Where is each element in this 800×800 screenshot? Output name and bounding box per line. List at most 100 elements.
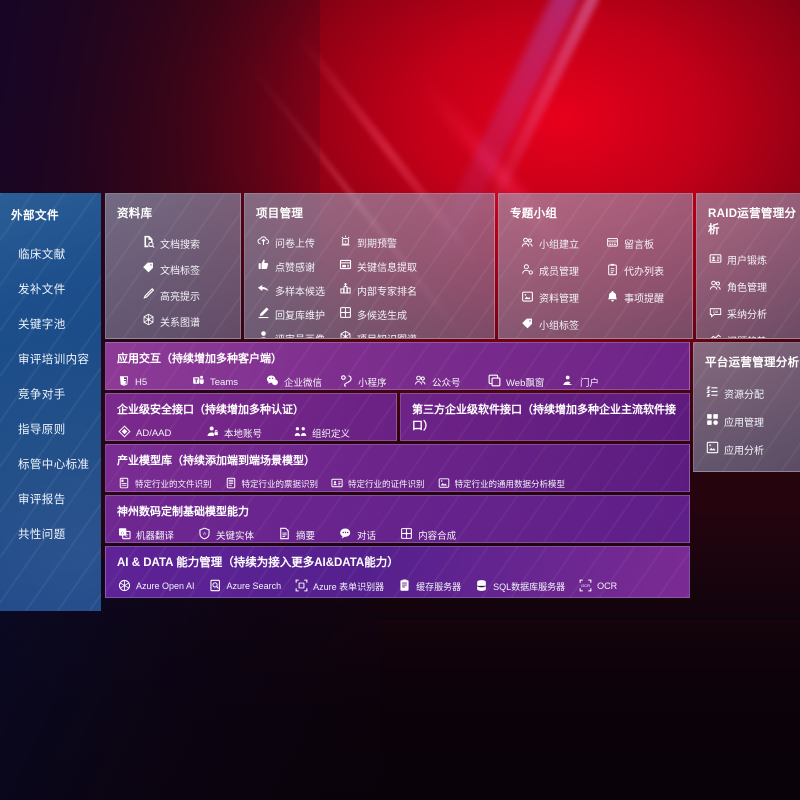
- band-security-interface: 企业级安全接口（持续增加多种认证） AD/AAD 本地账号: [105, 393, 397, 441]
- item-app-analysis[interactable]: 应用分析: [706, 435, 800, 463]
- item-miniprogram[interactable]: 小程序: [340, 372, 414, 389]
- item-wechat-work[interactable]: 企业微信: [266, 372, 340, 389]
- item-tts[interactable]: TTS: [186, 596, 221, 597]
- item-label: 留言板: [624, 240, 654, 251]
- item-role-management[interactable]: 角色管理: [709, 273, 800, 300]
- item-label: 公众号: [432, 378, 461, 389]
- sidebar-item-keyword-pool[interactable]: 关键字池: [18, 319, 66, 331]
- item-todo-list[interactable]: 代办列表: [606, 257, 691, 284]
- item-key-entity[interactable]: A 关键实体: [198, 525, 254, 542]
- thumbs-up-icon: [257, 258, 270, 274]
- item-data-analysis-model[interactable]: 特定行业的通用数据分析模型: [438, 474, 565, 491]
- item-resource-allocation[interactable]: 资源分配: [706, 379, 800, 407]
- item-api-designer[interactable]: API自动化设计器: [413, 439, 503, 440]
- item-h5[interactable]: H5: [118, 372, 192, 389]
- card-title: RAID运营管理分析: [708, 208, 797, 236]
- item-relation-graph[interactable]: 关系图谱: [120, 308, 240, 334]
- card-title: 资料库: [117, 208, 153, 220]
- item-label: 项目知识图谱: [357, 331, 417, 339]
- item-receipt-recognition[interactable]: 特定行业的票据识别: [225, 474, 318, 491]
- item-label: 高亮提示: [160, 291, 200, 303]
- graph-network-icon: [339, 330, 352, 338]
- sidebar-item-clinical-literature[interactable]: 临床文献: [18, 249, 66, 261]
- item-org-define[interactable]: 组织定义: [294, 423, 382, 440]
- sidebar-item-review-training[interactable]: 审评培训内容: [18, 354, 90, 366]
- item-local-account[interactable]: 本地账号: [206, 423, 294, 440]
- item-teams[interactable]: Teams: [192, 372, 266, 389]
- item-group-tag[interactable]: 小组标签: [521, 311, 606, 338]
- item-ad-aad[interactable]: AD/AAD: [118, 423, 206, 440]
- item-sql-database-server[interactable]: SQL数据库服务器: [475, 576, 565, 596]
- item-material-management[interactable]: 资料管理: [521, 284, 606, 311]
- item-azure-search[interactable]: Azure Search: [209, 576, 281, 596]
- item-expiry-alert[interactable]: 到期预警: [339, 230, 421, 254]
- item-adoption-analysis[interactable]: QA 采纳分析: [709, 300, 800, 327]
- item-project-knowledge-graph[interactable]: 项目知识图谱: [339, 326, 421, 339]
- card-items: 文档搜索 文档标签 高亮提示 关系图谱: [106, 230, 240, 338]
- item-multi-sample-candidate[interactable]: 多样本候选: [257, 278, 339, 302]
- item-file-recognition[interactable]: 特定行业的文件识别: [118, 474, 212, 491]
- item-user-training[interactable]: 用户锻炼: [709, 246, 800, 273]
- item-label: 小程序: [358, 378, 387, 389]
- capability-bands: 应用交互（持续增加多种客户端） H5 Teams 企业微信: [105, 342, 690, 611]
- item-web-float-window[interactable]: Web飘窗: [488, 372, 562, 389]
- org-define-icon: [294, 425, 307, 440]
- item-azure-open-ai[interactable]: Azure Open AI: [118, 576, 195, 596]
- item-questionnaire-upload[interactable]: 问卷上传: [257, 230, 339, 254]
- dashboard: 外部文件 临床文献 发补文件 关键字池 审评培训内容 竞争对手 指导原则 标管中…: [0, 193, 800, 611]
- sidebar-item-common-issues[interactable]: 共性问题: [18, 529, 66, 541]
- item-highlight-hint[interactable]: 高亮提示: [120, 282, 240, 308]
- card-title: 项目管理: [256, 208, 304, 220]
- sidebar-item-supplementary-docs[interactable]: 发补文件: [18, 284, 66, 296]
- item-portal[interactable]: 门户: [562, 372, 636, 389]
- people-group-icon: [521, 236, 534, 252]
- sidebar-item-review-report[interactable]: 审评报告: [18, 494, 66, 506]
- receipt-recognition-icon: [225, 477, 237, 491]
- item-key-info-extract[interactable]: 关键信息提取: [339, 254, 421, 278]
- item-document-tag[interactable]: 文档标签: [120, 256, 240, 282]
- item-id-recognition[interactable]: 特定行业的证件识别: [331, 474, 425, 491]
- sidebar-item-competitors[interactable]: 竞争对手: [18, 389, 66, 401]
- item-content-synthesis[interactable]: 内容合成: [400, 525, 456, 542]
- card-raid-analysis: RAID运营管理分析 用户锻炼 角色管理 QA 采纳分析: [696, 193, 800, 339]
- reply-arrow-icon: [257, 282, 270, 298]
- item-app-management[interactable]: 应用管理: [706, 407, 800, 435]
- item-chat[interactable]: 对话: [339, 525, 376, 542]
- band-title: 应用交互（持续增加多种客户端）: [117, 353, 282, 365]
- item-event-reminder[interactable]: 事项提醒: [606, 284, 691, 311]
- people-group-icon: [709, 279, 722, 295]
- grid-expand-icon: [339, 306, 352, 322]
- item-speech-understanding[interactable]: 语音理解: [118, 596, 172, 597]
- item-issue-trend[interactable]: 问题趋势: [709, 327, 800, 338]
- extract-window-icon: [339, 258, 352, 274]
- card-title: 平台运营管理分析: [705, 357, 800, 369]
- qa-chat-icon: QA: [709, 306, 722, 322]
- item-document-search[interactable]: 文档搜索: [120, 230, 240, 256]
- item-ocr[interactable]: OCR OCR: [579, 576, 617, 596]
- card-project-management: 项目管理 问卷上传 到期预警 点赞感谢: [244, 193, 495, 339]
- portal-person-icon: [562, 374, 575, 389]
- cloud-upload-icon: [257, 234, 270, 250]
- item-label: AD/AAD: [136, 427, 172, 439]
- alarm-light-icon: [339, 234, 352, 250]
- item-form-recognizer[interactable]: Azure 表单识别器: [295, 576, 384, 596]
- sidebar-item-guidelines[interactable]: 指导原则: [18, 424, 66, 436]
- item-multi-candidate-generate[interactable]: 多候选生成: [339, 302, 421, 326]
- item-document-category[interactable]: 文档分类: [120, 334, 240, 338]
- item-cache-server[interactable]: 缓存服务器: [398, 576, 461, 596]
- item-internal-expert-ranking[interactable]: 内部专家排名: [339, 278, 421, 302]
- item-message-board[interactable]: 留言板: [606, 230, 691, 257]
- item-label: 特定行业的证件识别: [348, 479, 425, 489]
- item-group-create[interactable]: 小组建立: [521, 230, 606, 257]
- item-summary[interactable]: 摘要: [278, 525, 315, 542]
- item-reply-library-maintain[interactable]: 回复库维护: [257, 302, 339, 326]
- item-thumbs-up-thanks[interactable]: 点赞感谢: [257, 254, 339, 278]
- azure-ad-icon: [118, 425, 131, 440]
- sidebar-item-standards-center[interactable]: 标管中心标准: [18, 459, 90, 471]
- item-member-management[interactable]: 成员管理: [521, 257, 606, 284]
- item-label: 问题趋势: [727, 333, 767, 338]
- item-official-account[interactable]: 公众号: [414, 372, 488, 389]
- item-reviewer-portrait[interactable]: 评审员画像: [257, 326, 339, 338]
